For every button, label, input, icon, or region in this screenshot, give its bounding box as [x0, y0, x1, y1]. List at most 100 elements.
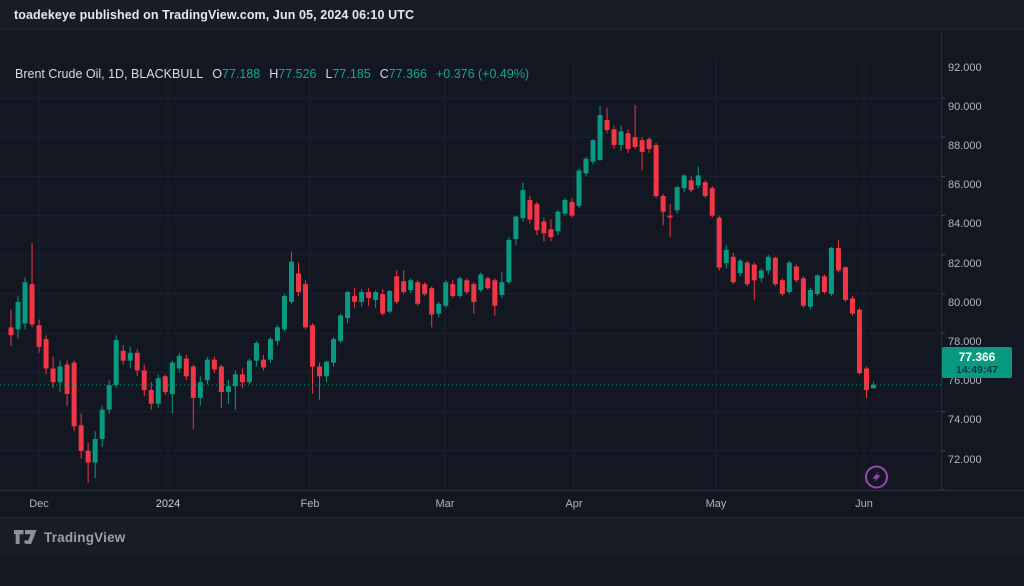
- candle-body: [625, 133, 631, 149]
- candle-body: [786, 262, 792, 293]
- candle-body: [695, 175, 701, 186]
- candle-body: [765, 256, 771, 271]
- time-axis[interactable]: Dec 2024 Feb Mar Apr May Jun: [0, 490, 1024, 518]
- idea-lightning-marker[interactable]: [865, 465, 888, 489]
- last-price-value: 77.366: [958, 349, 996, 364]
- candle-body: [737, 260, 743, 274]
- candle-body: [162, 376, 168, 392]
- candle-body: [527, 199, 533, 220]
- price-tick-label: 76.000: [948, 375, 982, 388]
- price-tick-label: 92.000: [948, 61, 982, 74]
- price-scale-separator: [941, 30, 942, 517]
- price-scale[interactable]: 92.000 90.000 88.000 86.000 84.000 82.000 80.0…: [941, 30, 1024, 490]
- time-tick-label: May: [705, 498, 727, 510]
- candle-body: [387, 291, 393, 312]
- footer-bar: TradingView: [0, 517, 1024, 556]
- candle-body: [800, 278, 806, 306]
- candle-body: [274, 327, 280, 342]
- candle-body: [660, 196, 666, 212]
- candle-body: [821, 276, 827, 293]
- candle-body: [709, 188, 715, 216]
- price-tick-label: 78.000: [948, 335, 982, 348]
- candle-body: [408, 280, 414, 291]
- candle-body: [758, 270, 764, 279]
- tradingview-logo-icon[interactable]: [14, 529, 37, 545]
- candle-body: [29, 284, 35, 325]
- chart-pane[interactable]: Brent Crude Oil, 1D, BLACKBULL O77.188 H…: [0, 30, 1024, 524]
- candle-body: [569, 201, 575, 216]
- candle-body: [541, 221, 547, 234]
- candle-body: [120, 350, 126, 361]
- price-tick-label: 84.000: [948, 218, 982, 231]
- candle-body: [71, 362, 77, 427]
- change-value: +0.376 (+0.49%): [435, 67, 530, 81]
- candle-body: [106, 385, 112, 410]
- candle-body: [190, 366, 196, 398]
- candlestick-chart[interactable]: [0, 30, 1024, 586]
- price-tick-label: 86.000: [948, 179, 982, 192]
- candle-body: [639, 140, 645, 152]
- candle-body: [57, 366, 63, 383]
- candle-body: [450, 284, 456, 296]
- candle-body: [562, 199, 568, 214]
- candle-body: [267, 339, 273, 360]
- candle-body: [604, 119, 610, 130]
- candle-body: [401, 281, 407, 293]
- candle-body: [310, 325, 316, 367]
- candle-body: [366, 292, 372, 298]
- candle-body: [688, 180, 694, 191]
- candle-body: [464, 280, 470, 293]
- candle-body: [443, 282, 449, 306]
- price-tick-label: 90.000: [948, 100, 982, 113]
- candle-body: [169, 362, 175, 394]
- candle-body: [555, 211, 561, 232]
- candle-body: [842, 267, 848, 300]
- candle-body: [22, 282, 28, 324]
- candle-body: [520, 190, 526, 219]
- candle-body: [702, 182, 708, 196]
- candle-body: [197, 382, 203, 398]
- candle-body: [373, 292, 379, 300]
- candle-body: [324, 361, 330, 377]
- tradingview-brand[interactable]: TradingView: [44, 529, 126, 545]
- ohlc-open: O77.188: [212, 67, 261, 81]
- candle-body: [303, 284, 309, 328]
- time-tick-label: Mar: [435, 498, 455, 510]
- candle-body: [632, 137, 638, 147]
- ohlc-low: L77.185: [325, 67, 371, 81]
- candle-body: [239, 374, 245, 383]
- candle-body: [422, 284, 428, 294]
- candle-body: [772, 257, 778, 285]
- candle-body: [380, 294, 386, 314]
- candle-body: [681, 175, 687, 189]
- symbol-title[interactable]: Brent Crude Oil, 1D, BLACKBULL: [15, 67, 204, 81]
- candle-body: [814, 275, 820, 294]
- candle-body: [338, 315, 344, 342]
- candle-body: [15, 301, 21, 330]
- candle-body: [352, 295, 358, 302]
- candle-body: [43, 339, 49, 369]
- candle-body: [646, 139, 652, 149]
- candle-body: [429, 288, 435, 315]
- price-tick-label: 88.000: [948, 139, 982, 152]
- candle-body: [457, 278, 463, 296]
- candle-body: [548, 229, 554, 238]
- candle-body: [871, 384, 876, 389]
- price-tick-label: 80.000: [948, 296, 982, 309]
- candle-body: [176, 355, 182, 369]
- candle-body: [85, 450, 91, 463]
- time-tick-label: 2024: [155, 498, 181, 510]
- candle-body: [260, 359, 266, 368]
- candle-body: [723, 249, 729, 264]
- candle-body: [78, 425, 84, 451]
- candle-body: [288, 261, 294, 302]
- candle-body: [127, 352, 133, 361]
- candle-body: [751, 264, 757, 281]
- lightning-bolt: [872, 471, 881, 483]
- candle-body: [155, 378, 161, 404]
- price-tick-label: 82.000: [948, 257, 982, 270]
- published-line: toadekeye published on TradingView.com, …: [14, 7, 415, 22]
- candle-body: [597, 115, 603, 160]
- published-bar: toadekeye published on TradingView.com, …: [0, 0, 1024, 30]
- candle-body: [807, 290, 813, 307]
